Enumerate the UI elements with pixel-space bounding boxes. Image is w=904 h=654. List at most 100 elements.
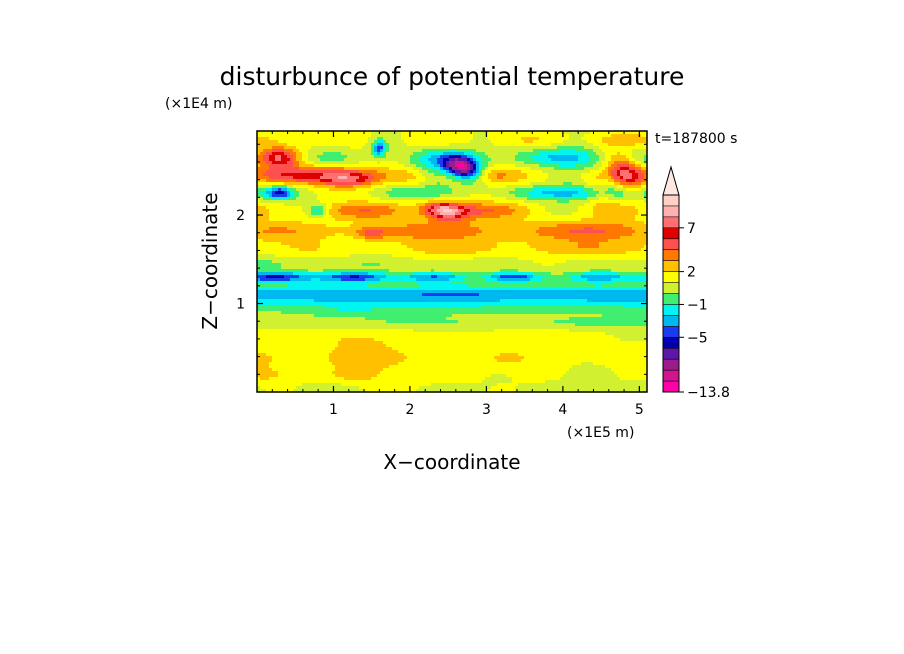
heatmap-cell [275,191,279,195]
heatmap-cell [398,134,402,138]
heatmap-cell [488,185,492,189]
heatmap-cell [374,230,378,234]
heatmap-cell [293,179,297,183]
heatmap-cell [638,206,642,210]
heatmap-cell [560,134,564,138]
heatmap-cell [428,170,432,174]
heatmap-cell [341,206,345,210]
heatmap-cell [281,167,285,171]
heatmap-cell [395,221,399,225]
heatmap-cell [263,227,267,231]
heatmap-cell [623,185,627,189]
heatmap-cell [536,185,540,189]
heatmap-cell [629,137,633,141]
heatmap-cell [323,143,327,147]
heatmap-cell [389,197,393,201]
heatmap-cell [383,188,387,192]
heatmap-cell [500,143,504,147]
heatmap-cell [632,158,636,162]
heatmap-cell [530,191,534,195]
heatmap-cell [485,182,489,186]
heatmap-cell [554,230,558,234]
heatmap-cell [338,239,342,243]
heatmap-cell [260,203,264,207]
heatmap-cell [596,215,600,219]
heatmap-cell [257,185,261,189]
heatmap-cell [611,146,615,150]
heatmap-cell [389,182,393,186]
heatmap-cell [425,146,429,150]
heatmap-cell [443,161,447,165]
heatmap-cell [266,185,270,189]
heatmap-cell [275,245,279,249]
heatmap-cell [608,236,612,240]
heatmap-cell [608,164,612,168]
heatmap-cell [611,206,615,210]
heatmap-cell [614,209,618,213]
heatmap-cell [317,236,321,240]
heatmap-cell [380,242,384,246]
heatmap-cell [512,197,516,201]
heatmap-cell [617,200,621,204]
heatmap-cell [482,170,486,174]
heatmap-cell [551,212,555,216]
heatmap-cell [644,149,648,153]
heatmap-cell [497,146,501,150]
heatmap-cell [305,185,309,189]
heatmap-cell [479,161,483,165]
heatmap-cell [299,140,303,144]
heatmap-cell [536,140,540,144]
heatmap-cell [362,194,366,198]
heatmap-cell [386,182,390,186]
heatmap-cell [494,134,498,138]
heatmap-cell [404,170,408,174]
heatmap-cell [401,146,405,150]
heatmap-cell [506,233,510,237]
heatmap-cell [626,152,630,156]
heatmap-cell [344,242,348,246]
heatmap-cell [443,236,447,240]
heatmap-cell [359,197,363,201]
heatmap-cell [545,155,549,159]
heatmap-cell [269,209,273,213]
heatmap-cell [506,185,510,189]
heatmap-cell [446,170,450,174]
heatmap-cell [584,146,588,150]
heatmap-cell [326,194,330,198]
heatmap-cell [263,149,267,153]
heatmap-cell [503,236,507,240]
heatmap-cell [524,203,528,207]
heatmap-cell [296,152,300,156]
heatmap-cell [494,158,498,162]
heatmap-cell [491,212,495,216]
heatmap-cell [353,170,357,174]
heatmap-cell [344,146,348,150]
heatmap-cell [608,233,612,237]
heatmap-cell [563,185,567,189]
heatmap-cell [263,152,267,156]
heatmap-cell [449,170,453,174]
heatmap-cell [272,185,276,189]
heatmap-cell [341,137,345,141]
heatmap-cell [299,146,303,150]
heatmap-cell [584,143,588,147]
heatmap-cell [569,152,573,156]
heatmap-cell [464,197,468,201]
heatmap-cell [368,173,372,177]
heatmap-cell [521,227,525,231]
heatmap-cell [602,173,606,177]
heatmap-cell [548,206,552,210]
heatmap-cell [491,146,495,150]
heatmap-cell [551,200,555,204]
heatmap-cell [302,179,306,183]
heatmap-cell [284,149,288,153]
heatmap-cell [296,164,300,168]
heatmap-cell [290,212,294,216]
heatmap-cell [602,233,606,237]
heatmap-cell [323,242,327,246]
heatmap-cell [440,152,444,156]
heatmap-cell [398,149,402,153]
heatmap-cell [599,188,603,192]
heatmap-cell [506,230,510,234]
heatmap-cell [584,152,588,156]
